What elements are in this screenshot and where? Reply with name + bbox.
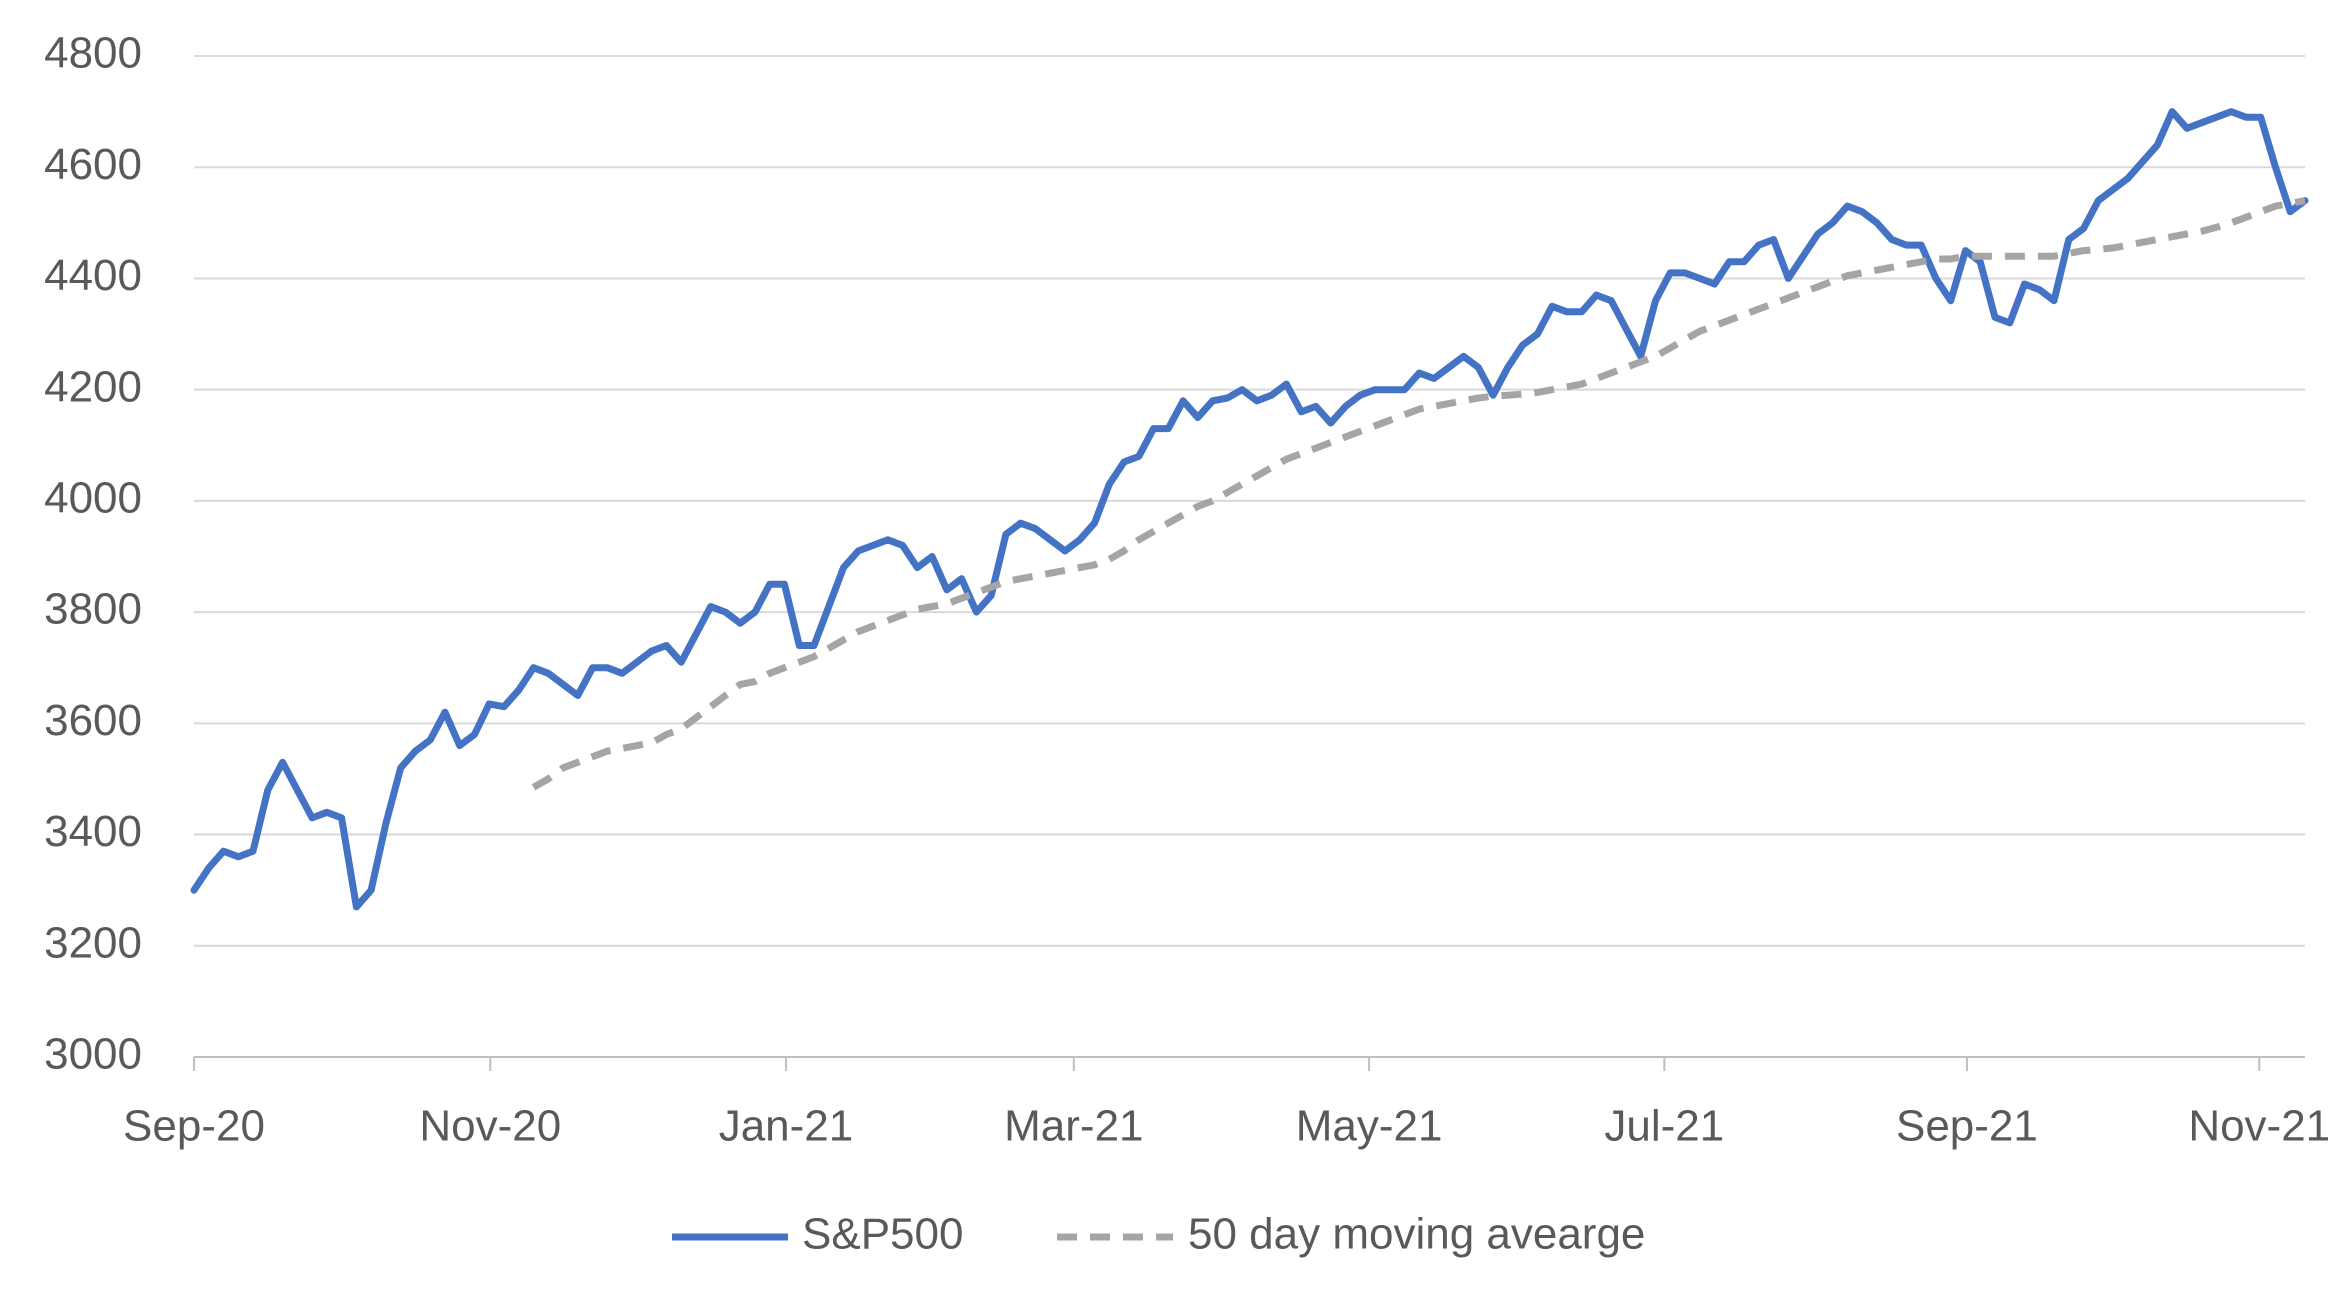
x-tick-label: Nov-21 [2188, 1102, 2330, 1151]
x-tick-label: May-21 [1296, 1102, 1443, 1151]
y-tick-label: 4200 [44, 362, 142, 411]
y-tick-label: 4400 [44, 251, 142, 300]
y-tick-label: 3200 [44, 918, 142, 967]
y-tick-label: 3800 [44, 585, 142, 634]
y-tick-label: 4000 [44, 474, 142, 523]
y-tick-label: 4600 [44, 140, 142, 189]
x-tick-label: Jan-21 [719, 1102, 854, 1151]
y-tick-label: 3400 [44, 807, 142, 856]
y-tick-label: 4800 [44, 29, 142, 78]
series-line [531, 197, 2306, 791]
x-tick-label: Jul-21 [1604, 1102, 1724, 1151]
x-tick-label: Sep-21 [1896, 1102, 2038, 1151]
x-tick-label: Sep-20 [123, 1102, 265, 1151]
y-tick-label: 3000 [44, 1030, 142, 1079]
y-tick-label: 3600 [44, 696, 142, 745]
legend-label: S&P500 [802, 1210, 963, 1259]
series-line [190, 108, 2309, 911]
legend-label: 50 day moving avearge [1188, 1210, 1645, 1259]
x-tick-label: Mar-21 [1004, 1102, 1143, 1151]
x-tick-label: Nov-20 [419, 1102, 561, 1151]
